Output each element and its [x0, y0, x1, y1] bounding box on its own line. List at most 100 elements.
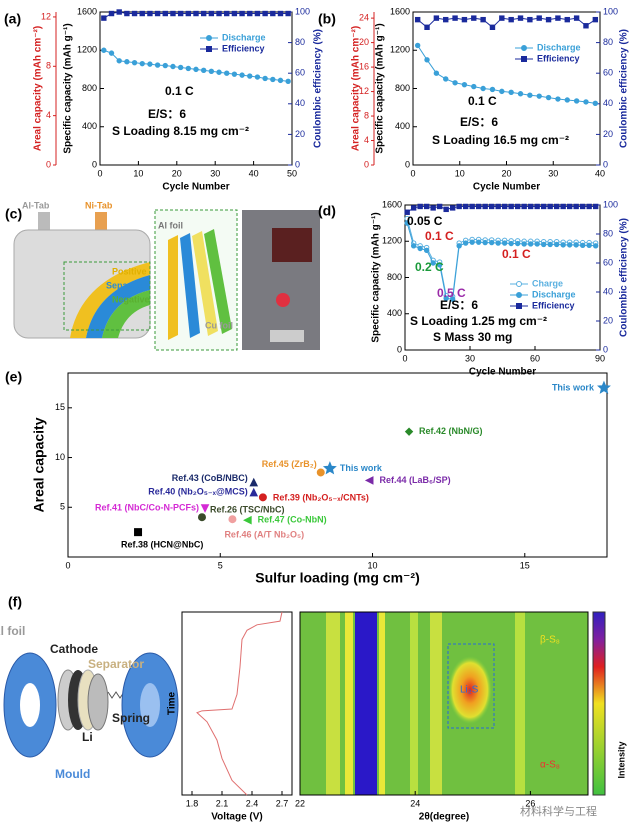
marker [573, 98, 580, 104]
x-tick-label: 20 [172, 168, 182, 178]
x-axis-label: 2θ(degree) [419, 812, 469, 823]
marker [249, 477, 259, 487]
marker [579, 203, 586, 210]
marker [185, 65, 192, 72]
stripe [515, 612, 525, 795]
annotation: 0.1 C [468, 94, 497, 108]
marker [449, 205, 456, 211]
yticks-tick-label: 1600 [390, 6, 410, 16]
legend-label: Efficiency [222, 43, 265, 53]
marker [501, 240, 508, 246]
y2-axis-label: Coulombic efficiency (%) [313, 29, 324, 148]
x-tick-label: 10 [455, 168, 465, 178]
marker [456, 243, 462, 249]
yticks-tick-label: 400 [395, 121, 410, 131]
marker [108, 10, 115, 17]
marker [216, 69, 222, 75]
x-tick-label: 24 [410, 798, 420, 808]
diagram-label: Al foil [158, 220, 183, 230]
legend-marker [516, 303, 522, 309]
marker [270, 76, 276, 83]
diagram-label: Negative [112, 294, 150, 304]
areal-axis-label: Areal capacity (mAh cm⁻²) [33, 26, 44, 151]
marker [262, 75, 268, 82]
legend-marker [516, 281, 522, 287]
marker [423, 203, 430, 210]
areal-tick-label: 4 [364, 135, 369, 145]
colorbar-label: Intensity [616, 741, 626, 778]
marker [469, 239, 475, 245]
legend-label: Discharge [222, 32, 266, 42]
x-tick-label: 22 [295, 798, 305, 808]
marker [443, 16, 449, 23]
marker [560, 242, 566, 248]
positive-layer [70, 262, 150, 338]
x-tick-label: 15 [520, 560, 530, 570]
marker [583, 99, 589, 105]
marker [489, 86, 496, 93]
marker [322, 461, 337, 475]
panel-label: (d) [318, 203, 336, 219]
y2ticks-tick-label: 100 [603, 199, 618, 209]
annotation: S Loading 16.5 mg cm⁻² [432, 133, 569, 147]
al-tab [38, 212, 50, 234]
zoom-box [63, 261, 151, 331]
marker [462, 203, 469, 210]
marker [193, 66, 199, 73]
marker [177, 64, 184, 71]
marker [162, 10, 168, 17]
marker [462, 240, 469, 246]
marker [517, 15, 524, 21]
annotation: 0.1 C [165, 84, 194, 98]
marker [193, 10, 199, 17]
marker [592, 203, 599, 210]
marker [316, 468, 325, 477]
y2-axis-label: Coulombic efficiency (%) [619, 29, 630, 148]
series-line [103, 49, 289, 82]
y2ticks-tick-label: 40 [603, 98, 613, 108]
x-tick-label: 30 [548, 168, 558, 178]
x-tick-label: 40 [249, 168, 259, 178]
point-label: Ref.26 (TSC/NbC) [210, 505, 285, 515]
y2ticks-tick-label: 80 [295, 37, 305, 47]
marker [545, 94, 552, 101]
marker [433, 15, 440, 21]
legend-marker [206, 46, 212, 52]
diagram-label: Al-Tab [22, 200, 50, 210]
marker [224, 10, 230, 17]
separator-layer [86, 275, 150, 338]
x-tick-label: 2.7 [276, 798, 289, 808]
marker [452, 80, 458, 86]
marker [249, 487, 259, 497]
marker [258, 493, 267, 502]
marker [101, 47, 107, 53]
annotation: 0.2 C [415, 260, 444, 274]
annotation: β-S₈ [540, 635, 560, 646]
marker [566, 242, 573, 248]
marker [547, 241, 553, 248]
x-tick-label: 0 [410, 168, 415, 178]
y2ticks-tick-label: 20 [603, 315, 613, 325]
areal-tick-label: 4 [46, 110, 51, 120]
marker [224, 70, 230, 76]
marker [592, 16, 599, 23]
marker [488, 203, 495, 210]
x-tick-label: 0 [97, 168, 102, 178]
point-label: Ref.41 (NbC/Co-N-PCFs) [95, 503, 199, 513]
legend-marker [521, 45, 527, 51]
stripe [430, 612, 442, 795]
y-axis-label: Specific capacity (mAh g⁻¹) [371, 212, 382, 342]
marker [449, 296, 456, 302]
yticks-tick-label: 400 [387, 308, 402, 318]
marker [285, 10, 291, 17]
marker [208, 68, 215, 74]
foil [180, 233, 200, 338]
legend-marker [206, 35, 212, 41]
areal-tick-label: 8 [364, 110, 369, 120]
point-label: This work [340, 463, 383, 473]
x-tick-label: 2.1 [216, 798, 229, 808]
yticks-tick-label: 1200 [382, 236, 402, 246]
marker [116, 9, 122, 15]
x-tick-label: 60 [530, 353, 540, 363]
